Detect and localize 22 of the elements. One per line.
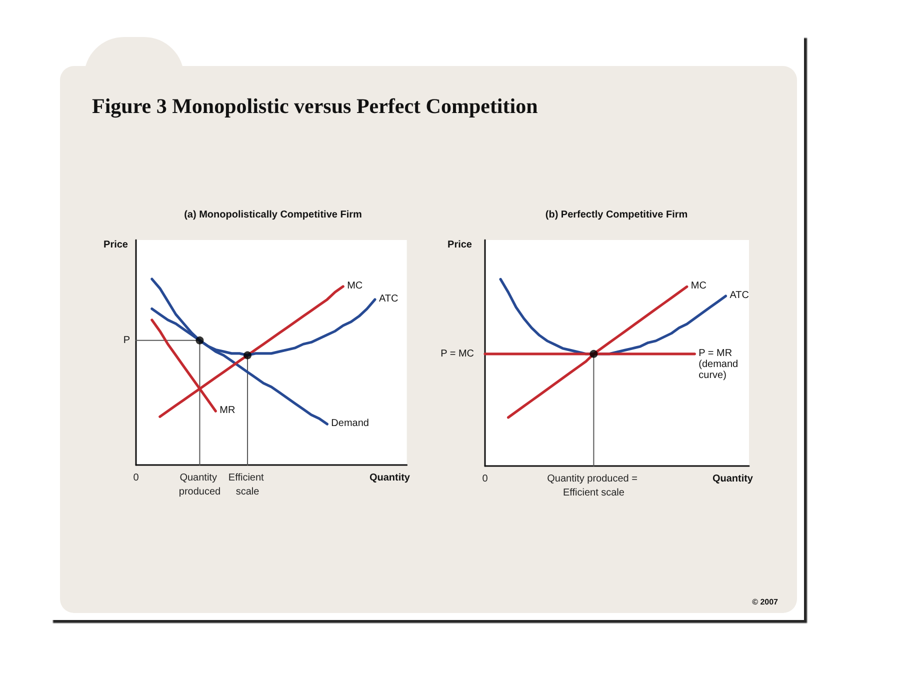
- chart-subtitle: (b) Perfectly Competitive Firm: [545, 210, 688, 220]
- text: © 2007: [752, 598, 779, 606]
- series-label: Demand: [331, 418, 369, 430]
- annotation: P: [123, 334, 130, 346]
- x-tick-label: Quantity produced: [178, 472, 221, 498]
- series-label: ATC: [378, 294, 398, 305]
- x-tick-label: 0: [482, 474, 488, 484]
- series-label: ATC: [730, 290, 749, 302]
- x-tick-label: Efficient scale: [228, 472, 267, 498]
- series-label: MC: [347, 280, 363, 292]
- series-label: P = MR (demand curve): [698, 348, 741, 381]
- x-axis-title: Quantity: [369, 472, 410, 484]
- annotation: P = MC: [440, 348, 474, 360]
- series-label: MR: [220, 405, 236, 416]
- y-axis-title: Price: [448, 240, 472, 250]
- chart-title: Figure 3 Monopolistic versus Perfect Competition: [92, 94, 538, 118]
- x-tick-label: 0: [133, 472, 140, 484]
- x-tick-label: Quantity produced = Efficient scale: [547, 474, 640, 498]
- chart-subtitle: (a) Monopolistically Competitive Firm: [184, 210, 362, 220]
- x-axis-title: Quantity: [712, 474, 754, 484]
- y-axis-title: Price: [104, 240, 128, 250]
- series-label: MC: [690, 280, 706, 292]
